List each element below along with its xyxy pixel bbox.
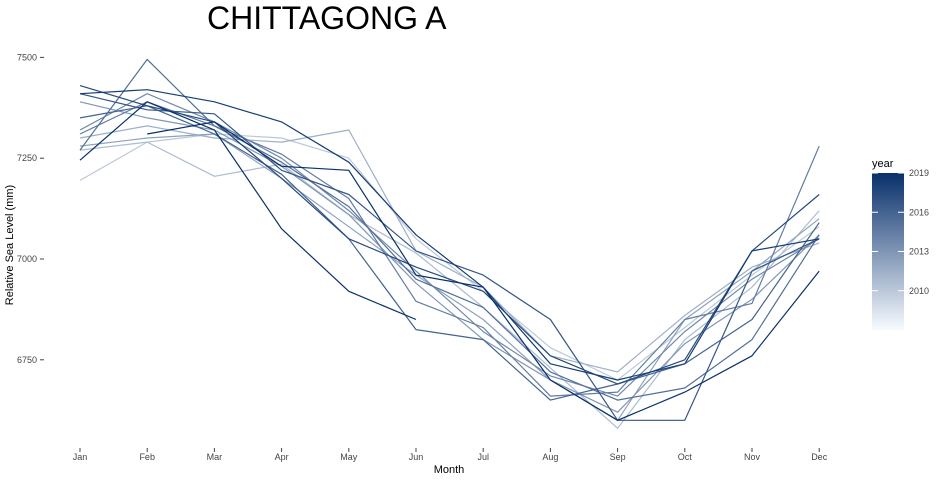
y-tick-label: 6750 bbox=[17, 355, 37, 365]
series-line-2014 bbox=[79, 58, 820, 401]
legend-tick-label: 2010 bbox=[909, 286, 929, 296]
series-line-2018 bbox=[79, 89, 820, 381]
series-line-2007 bbox=[79, 133, 820, 381]
series-line-2016 bbox=[79, 93, 820, 421]
legend-tick-label: 2013 bbox=[909, 247, 929, 257]
legend: year 2010 2013 2016 2019 bbox=[872, 158, 929, 330]
x-tick-label: Apr bbox=[275, 452, 289, 462]
x-tick-label: Aug bbox=[542, 452, 558, 462]
x-tick-label: May bbox=[340, 452, 358, 462]
x-tick-label: Jan bbox=[73, 452, 88, 462]
x-tick-label: Feb bbox=[139, 452, 155, 462]
x-axis: Jan Feb Mar Apr May Jun Jul Aug Sep Oct Nov Dec bbox=[73, 448, 828, 462]
y-axis: 6750 7000 7250 7500 bbox=[17, 52, 44, 365]
series-line-2009 bbox=[79, 125, 820, 373]
y-tick-label: 7250 bbox=[17, 153, 37, 163]
x-axis-title: Month bbox=[434, 464, 465, 476]
y-tick-label: 7500 bbox=[17, 52, 37, 62]
x-tick-label: Jun bbox=[409, 452, 424, 462]
x-tick-label: Dec bbox=[811, 452, 828, 462]
series-line-2008 bbox=[79, 141, 820, 429]
legend-tick-label: 2016 bbox=[909, 207, 929, 217]
x-tick-label: Sep bbox=[610, 452, 626, 462]
y-axis-title: Relative Sea Level (mm) bbox=[4, 185, 16, 305]
legend-title: year bbox=[872, 158, 894, 170]
series-line-2019 bbox=[79, 101, 417, 321]
series-line-2019 bbox=[147, 121, 820, 421]
legend-tick-label: 2019 bbox=[909, 168, 929, 178]
series-line-2017 bbox=[79, 85, 820, 385]
series-layer bbox=[79, 58, 820, 429]
x-tick-label: Oct bbox=[678, 452, 693, 462]
series-line-2013 bbox=[79, 101, 820, 397]
x-tick-label: Nov bbox=[744, 452, 761, 462]
series-line-2011 bbox=[79, 101, 820, 413]
series-line-2012 bbox=[79, 93, 820, 397]
y-tick-label: 7000 bbox=[17, 254, 37, 264]
x-tick-label: Jul bbox=[477, 452, 489, 462]
series-line-2015 bbox=[79, 105, 820, 401]
x-tick-label: Mar bbox=[207, 452, 223, 462]
series-line-2010 bbox=[79, 133, 820, 421]
chart-title: CHITTAGONG A bbox=[207, 0, 447, 36]
